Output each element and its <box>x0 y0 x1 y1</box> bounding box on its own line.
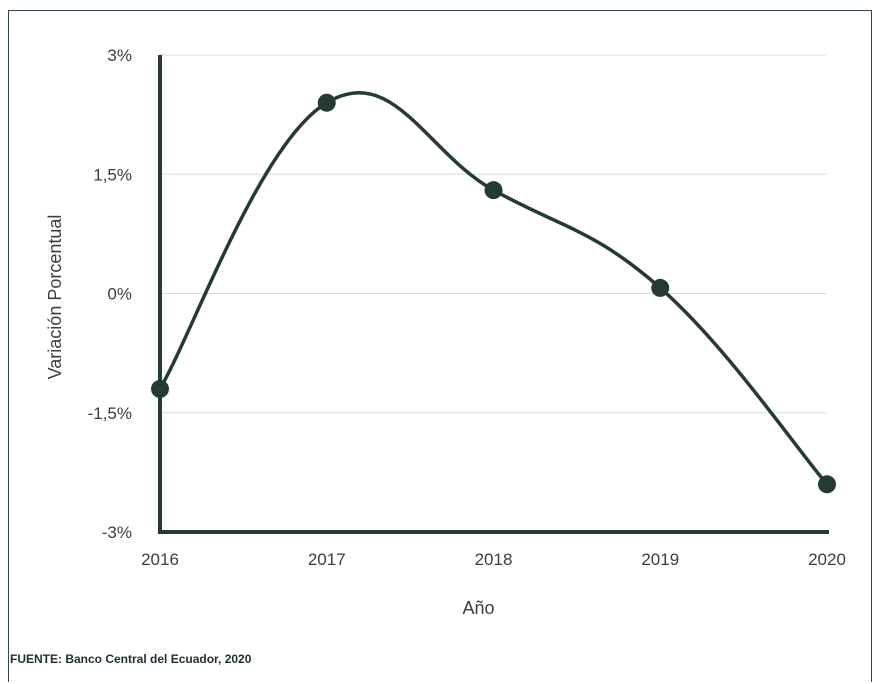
data-point-2019 <box>651 278 670 297</box>
data-point-2018 <box>484 181 503 200</box>
series-line <box>158 91 829 487</box>
x-tick-label: 2020 <box>808 550 846 569</box>
y-tick-label: 0% <box>107 285 132 304</box>
x-tick-label: 2018 <box>475 550 513 569</box>
y-tick-label: 1,5% <box>93 165 132 184</box>
data-point-2017 <box>317 93 336 112</box>
y-tick-label: -3% <box>102 523 132 542</box>
source-note: FUENTE: Banco Central del Ecuador, 2020 <box>10 652 252 666</box>
y-tick-label: 3% <box>107 46 132 65</box>
y-tick-label: -1,5% <box>88 404 132 423</box>
x-axis-title: Año <box>462 598 494 618</box>
x-tick-label: 2019 <box>641 550 679 569</box>
data-point-2016 <box>151 379 169 398</box>
labels: 3% 1,5% 0% -1,5% -3% 2016 2017 2018 2019 2020 Año V… <box>45 46 846 618</box>
x-tick-label: 2017 <box>308 550 346 569</box>
series-layer <box>151 91 836 494</box>
x-tick-label: 2016 <box>141 550 179 569</box>
axes <box>158 55 829 534</box>
chart-frame <box>8 10 872 682</box>
grid-lines <box>160 54 827 414</box>
data-point-2020 <box>818 475 836 494</box>
y-axis-title: Variación Porcentual <box>45 215 65 380</box>
